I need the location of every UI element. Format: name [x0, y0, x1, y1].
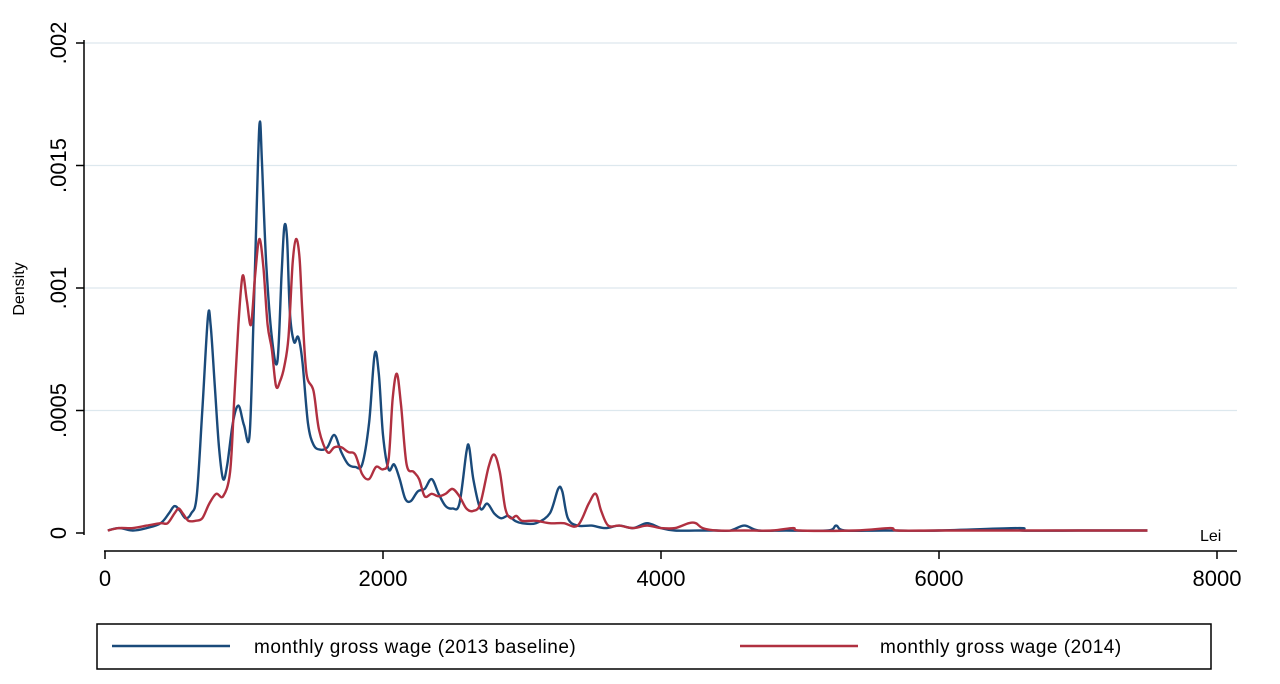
series-line-2014	[107, 237, 1148, 533]
legend: monthly gross wage (2013 baseline) month…	[96, 623, 1212, 670]
y-tick-label-4: .002	[46, 22, 71, 65]
y-tick-label-3: .0015	[46, 138, 71, 193]
y-tick-label-2: .001	[46, 267, 71, 310]
x-tick-label-4: 8000	[1193, 566, 1242, 591]
legend-box	[96, 623, 1212, 670]
legend-label-2013: monthly gross wage (2013 baseline)	[254, 637, 576, 658]
series-line-2013-baseline	[107, 120, 1148, 533]
y-tick-label-1: .0005	[46, 383, 71, 438]
x-tick-label-2: 4000	[637, 566, 686, 591]
y-axis-label: Density	[11, 262, 28, 315]
x-tick-label-1: 2000	[359, 566, 408, 591]
legend-label-2014: monthly gross wage (2014)	[880, 637, 1122, 658]
x-tick-label-0: 0	[99, 566, 111, 591]
x-axis-label: Lei	[1200, 528, 1221, 545]
y-tick-label-0: 0	[46, 527, 71, 539]
grid-lines	[84, 42, 1237, 412]
x-tick-label-3: 6000	[915, 566, 964, 591]
x-axis: 0 2000 4000 6000 8000	[99, 550, 1242, 591]
series-layer	[107, 120, 1148, 533]
y-axis: 0 .0005 .001 .0015 .002	[46, 22, 85, 539]
